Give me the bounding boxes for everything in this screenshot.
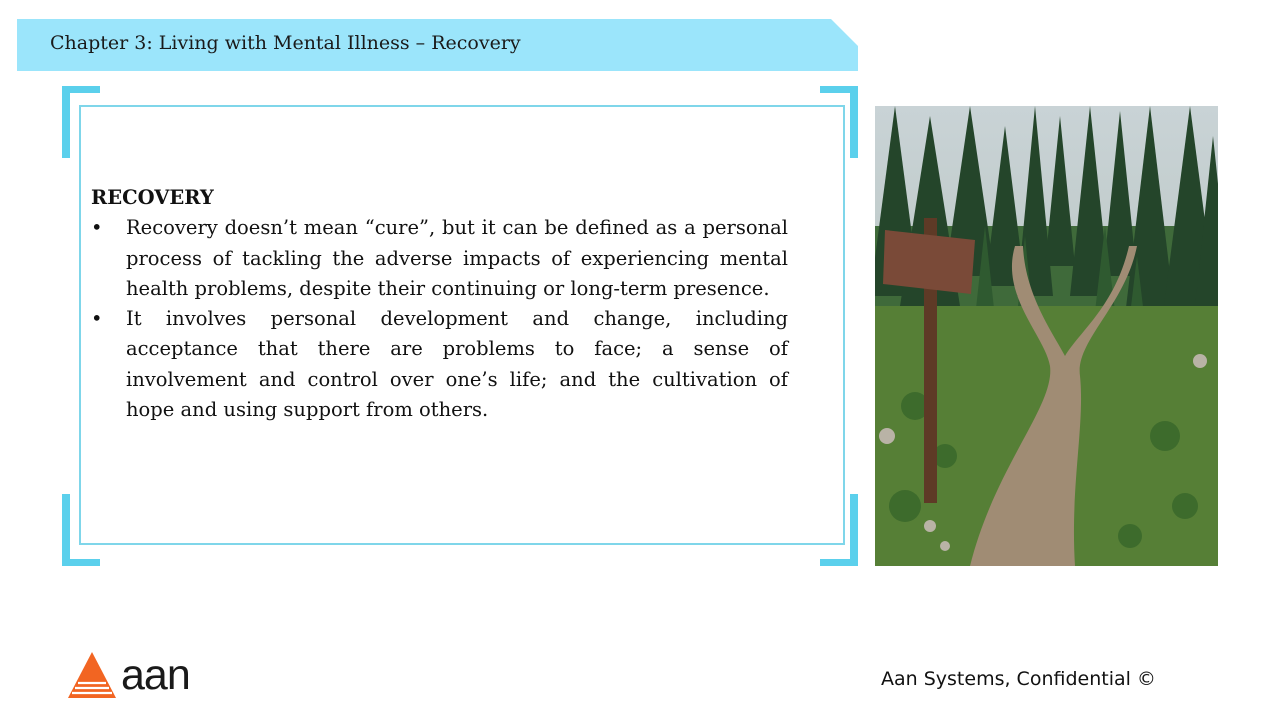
- bullet-item: • Recovery doesn’t mean “cure”, but it c…: [91, 213, 788, 304]
- section-heading: RECOVERY: [91, 186, 214, 209]
- bullet-marker: •: [91, 307, 103, 331]
- corner-top-right: [820, 86, 858, 158]
- aan-logo-icon: [68, 652, 116, 698]
- forest-trail-fork-signpost-photo: [875, 106, 1218, 566]
- corner-top-left: [62, 86, 100, 158]
- page-title: Chapter 3: Living with Mental Illness – …: [50, 32, 521, 54]
- corner-bottom-left: [62, 494, 100, 566]
- content-frame: [62, 86, 858, 566]
- logo-wordmark: aan: [121, 651, 191, 699]
- corner-bottom-right: [820, 494, 858, 566]
- bullet-text: Recovery doesn’t mean “cure”, but it can…: [126, 216, 788, 300]
- content-body: RECOVERY • Recovery doesn’t mean “cure”,…: [91, 183, 788, 425]
- bullet-text: It involves personal development and cha…: [126, 307, 788, 422]
- bullet-marker: •: [91, 216, 103, 240]
- bullet-item: • It involves personal development and c…: [91, 304, 788, 425]
- confidential-note: Aan Systems, Confidential ©: [881, 668, 1156, 690]
- chapter-banner: Chapter 3: Living with Mental Illness – …: [17, 19, 858, 71]
- text-box: [79, 105, 845, 545]
